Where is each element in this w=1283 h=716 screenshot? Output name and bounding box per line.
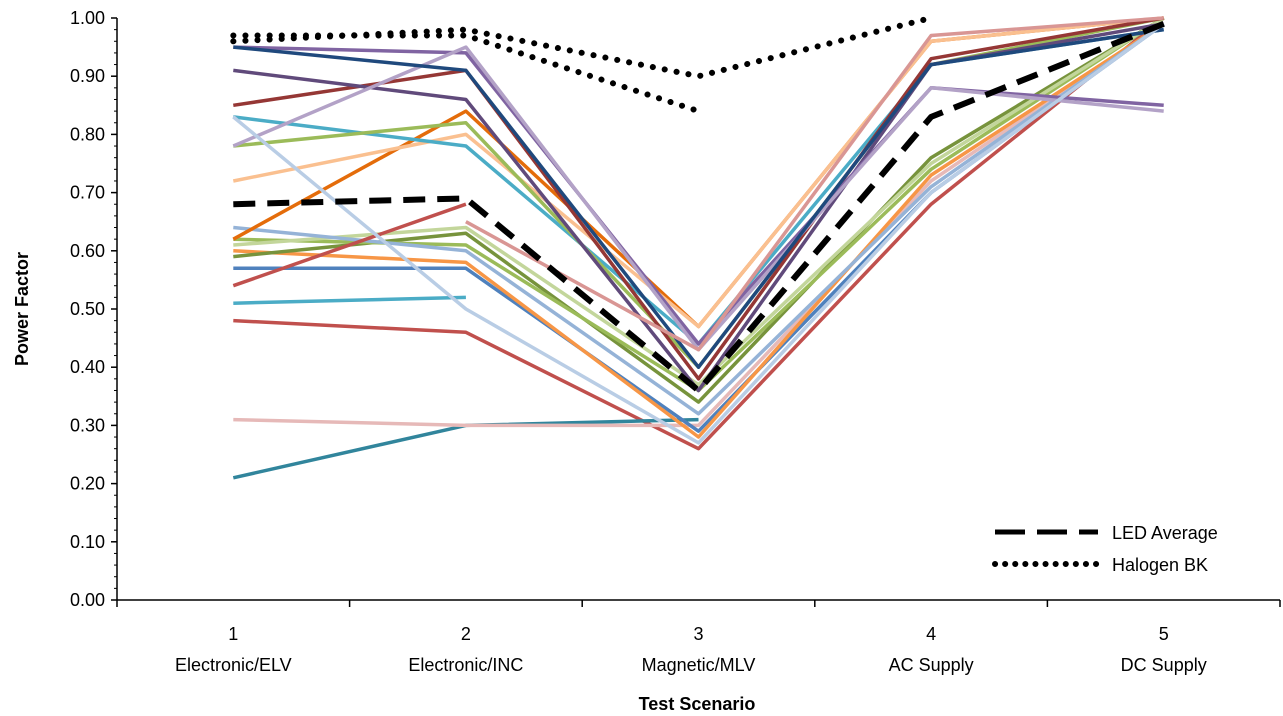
y-tick-label: 0.40 (70, 357, 105, 377)
x-tick-number: 2 (461, 624, 471, 644)
series-line (233, 45, 1164, 346)
x-tick-name: Electronic/ELV (175, 655, 292, 675)
series-line (232, 16, 1164, 329)
series-line (233, 295, 466, 305)
series-line-led-average (233, 21, 1165, 394)
series-line-halogen-bk (230, 32, 702, 115)
y-tick-label: 0.30 (70, 415, 105, 435)
series-line (230, 15, 935, 80)
x-tick-number: 1 (228, 624, 238, 644)
series-line (233, 16, 1165, 404)
y-tick-label: 0.70 (70, 183, 105, 203)
x-tick-name: DC Supply (1121, 655, 1207, 675)
y-tick-label: 0.80 (70, 124, 105, 144)
series-layer (230, 15, 1165, 480)
series-line (232, 16, 1164, 329)
x-tick-name: AC Supply (889, 655, 974, 675)
series-line (233, 16, 1165, 381)
legend-label: LED Average (1112, 523, 1218, 543)
x-axis-title: Test Scenario (639, 694, 756, 714)
y-tick-label: 0.50 (70, 299, 105, 319)
y-tick-label: 0.60 (70, 241, 105, 261)
y-axis-title: Power Factor (12, 252, 32, 366)
y-tick-label: 0.10 (70, 532, 105, 552)
series-line (233, 22, 1165, 428)
y-tick-label: 0.20 (70, 474, 105, 494)
axes-layer: 0.00 0.10 0.20 0.30 0.40 0.50 0.60 0.70 0.80 0.90… (70, 8, 1281, 675)
x-tick-name: Electronic/INC (408, 655, 523, 675)
series-line (232, 417, 699, 480)
y-tick-label: 1.00 (70, 8, 105, 28)
y-tick-label: 0.90 (70, 66, 105, 86)
legend-label: Halogen BK (1112, 555, 1208, 575)
x-tick-name: Magnetic/MLV (642, 655, 756, 675)
series-line (233, 16, 1165, 451)
series-line (233, 16, 1165, 387)
series-line (232, 22, 1165, 445)
x-tick-number: 5 (1159, 624, 1169, 644)
series-line (232, 202, 467, 288)
legend: LED Average Halogen BK (992, 523, 1218, 575)
x-tick-number: 3 (693, 624, 703, 644)
x-tick-number: 4 (926, 624, 936, 644)
series-line (233, 22, 1165, 439)
series-line (233, 16, 1165, 369)
y-tick-label: 0.00 (70, 590, 105, 610)
series-line (465, 16, 1164, 352)
series-line (233, 22, 1165, 393)
series-line (233, 27, 1164, 369)
